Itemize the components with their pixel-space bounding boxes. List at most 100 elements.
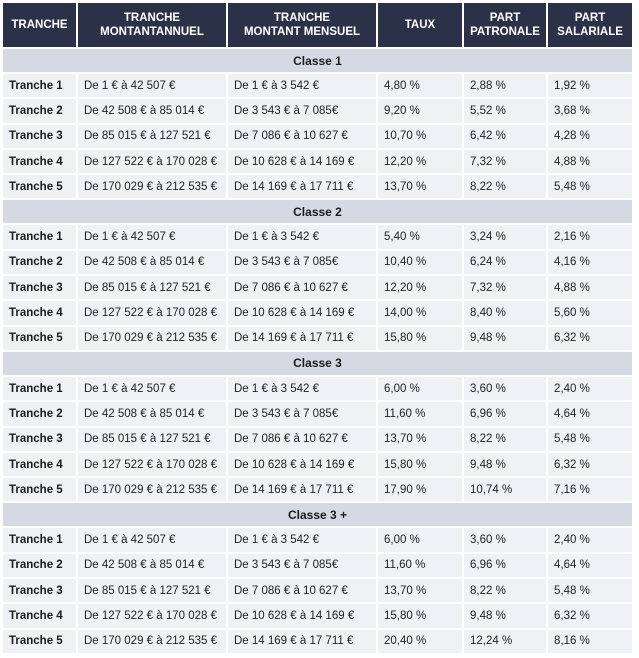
cell-taux: 12,20 % <box>378 149 462 174</box>
cell-taux: 10,40 % <box>378 250 462 275</box>
cell-montant-annuel: De 85 015 € à 127 521 € <box>78 124 226 148</box>
cell-montant-annuel: De 85 015 € à 127 521 € <box>78 579 226 603</box>
cell-taux: 10,70 % <box>378 124 462 148</box>
cell-part-patronale: 8,40 % <box>464 301 546 325</box>
cell-part-patronale: 3,24 % <box>464 225 546 249</box>
table-row: Tranche 3 De 85 015 € à 127 521 € De 7 086… <box>3 124 632 148</box>
table-row: Tranche 5 De 170 029 € à 212 535 € De 14 1… <box>3 478 632 502</box>
cell-taux: 13,70 % <box>378 175 462 199</box>
cell-part-salariale: 7,16 % <box>548 478 632 502</box>
cell-tranche: Tranche 4 <box>3 452 76 477</box>
header-part-patronale-line1: PART <box>489 12 521 24</box>
cell-part-patronale: 7,32 % <box>464 149 546 174</box>
cell-taux: 12,20 % <box>378 276 462 300</box>
header-part-salariale-line2: SALARIALE <box>557 26 623 38</box>
cell-part-patronale: 3,60 % <box>464 376 546 401</box>
cell-taux: 13,70 % <box>378 579 462 603</box>
cell-taux: 11,60 % <box>378 553 462 578</box>
cell-part-salariale: 5,60 % <box>548 301 632 325</box>
cell-montant-mensuel: De 1 € à 3 542 € <box>228 74 376 98</box>
cell-taux: 20,40 % <box>378 629 462 653</box>
cell-montant-mensuel: De 14 169 € à 17 711 € <box>228 478 376 502</box>
header-montant-mensuel-line2: MONTANT MENSUEL <box>243 26 361 38</box>
cell-part-salariale: 4,64 % <box>548 402 632 426</box>
header-montant-mensuel: TRANCHE MONTANT MENSUEL <box>228 3 376 47</box>
cell-part-salariale: 5,48 % <box>548 175 632 199</box>
header-montant-annuel-line2: MONTANTANNUEL <box>100 26 204 38</box>
cell-montant-annuel: De 42 508 € à 85 014 € <box>78 250 226 275</box>
cell-part-salariale: 4,28 % <box>548 124 632 148</box>
header-tranche-text: TRANCHE <box>11 19 68 31</box>
cell-tranche: Tranche 3 <box>3 579 76 603</box>
table-row: Tranche 1 De 1 € à 42 507 € De 1 € à 3 542… <box>3 376 632 401</box>
classe-header-row: Classe 3 + <box>3 503 632 527</box>
cell-taux: 11,60 % <box>378 402 462 426</box>
table-row: Tranche 1 De 1 € à 42 507 € De 1 € à 3 542… <box>3 74 632 98</box>
cell-part-patronale: 5,52 % <box>464 99 546 123</box>
cell-part-salariale: 3,68 % <box>548 99 632 123</box>
header-montant-annuel: TRANCHE MONTANTANNUEL <box>78 3 226 47</box>
classe-header-row: Classe 3 <box>3 351 632 375</box>
classe-header-row: Classe 2 <box>3 200 632 224</box>
cell-tranche: Tranche 3 <box>3 124 76 148</box>
cell-tranche: Tranche 4 <box>3 604 76 628</box>
cell-tranche: Tranche 1 <box>3 528 76 552</box>
table-row: Tranche 2 De 42 508 € à 85 014 € De 3 543 … <box>3 553 632 578</box>
cell-montant-annuel: De 170 029 € à 212 535 € <box>78 629 226 653</box>
cell-taux: 5,40 % <box>378 225 462 249</box>
cell-part-patronale: 8,22 % <box>464 427 546 451</box>
cell-taux: 15,80 % <box>378 452 462 477</box>
table-row: Tranche 5 De 170 029 € à 212 535 € De 14 1… <box>3 629 632 653</box>
cell-tranche: Tranche 2 <box>3 402 76 426</box>
cell-taux: 17,90 % <box>378 478 462 502</box>
table-row: Tranche 2 De 42 508 € à 85 014 € De 3 543 … <box>3 99 632 123</box>
table-body: Classe 1 Tranche 1 De 1 € à 42 507 € De 1 €… <box>3 49 632 653</box>
cell-tranche: Tranche 4 <box>3 301 76 325</box>
cell-montant-mensuel: De 3 543 € à 7 085€ <box>228 402 376 426</box>
table-row: Tranche 3 De 85 015 € à 127 521 € De 7 086… <box>3 276 632 300</box>
cell-montant-annuel: De 1 € à 42 507 € <box>78 74 226 98</box>
classe-title: Classe 2 <box>3 200 632 224</box>
cell-montant-mensuel: De 1 € à 3 542 € <box>228 225 376 249</box>
cell-part-patronale: 10,74 % <box>464 478 546 502</box>
cell-montant-mensuel: De 7 086 € à 10 627 € <box>228 276 376 300</box>
cell-montant-mensuel: De 1 € à 3 542 € <box>228 376 376 401</box>
cell-montant-annuel: De 1 € à 42 507 € <box>78 376 226 401</box>
cell-montant-mensuel: De 14 169 € à 17 711 € <box>228 175 376 199</box>
header-part-patronale-line2: PATRONALE <box>470 26 540 38</box>
cell-part-salariale: 2,40 % <box>548 528 632 552</box>
cell-part-salariale: 5,48 % <box>548 427 632 451</box>
cell-taux: 6,00 % <box>378 376 462 401</box>
table-row: Tranche 2 De 42 508 € à 85 014 € De 3 543 … <box>3 250 632 275</box>
table-row: Tranche 3 De 85 015 € à 127 521 € De 7 086… <box>3 579 632 603</box>
cell-taux: 4,80 % <box>378 74 462 98</box>
cell-tranche: Tranche 3 <box>3 276 76 300</box>
cell-tranche: Tranche 1 <box>3 376 76 401</box>
cell-part-salariale: 5,48 % <box>548 579 632 603</box>
table-row: Tranche 4 De 127 522 € à 170 028 € De 10 6… <box>3 149 632 174</box>
cell-part-salariale: 6,32 % <box>548 326 632 350</box>
cell-part-patronale: 6,96 % <box>464 402 546 426</box>
table-row: Tranche 3 De 85 015 € à 127 521 € De 7 086… <box>3 427 632 451</box>
header-taux-text: TAUX <box>404 19 436 31</box>
cell-part-salariale: 8,16 % <box>548 629 632 653</box>
cell-part-salariale: 2,16 % <box>548 225 632 249</box>
cell-tranche: Tranche 2 <box>3 99 76 123</box>
table-row: Tranche 4 De 127 522 € à 170 028 € De 10 6… <box>3 452 632 477</box>
cell-taux: 9,20 % <box>378 99 462 123</box>
cell-montant-annuel: De 42 508 € à 85 014 € <box>78 99 226 123</box>
classe-title: Classe 3 <box>3 351 632 375</box>
cell-montant-mensuel: De 7 086 € à 10 627 € <box>228 579 376 603</box>
cell-part-salariale: 4,64 % <box>548 553 632 578</box>
table-row: Tranche 5 De 170 029 € à 212 535 € De 14 1… <box>3 175 632 199</box>
table-row: Tranche 1 De 1 € à 42 507 € De 1 € à 3 542… <box>3 528 632 552</box>
cell-montant-mensuel: De 7 086 € à 10 627 € <box>228 427 376 451</box>
cell-montant-mensuel: De 1 € à 3 542 € <box>228 528 376 552</box>
cell-taux: 6,00 % <box>378 528 462 552</box>
cell-part-patronale: 9,48 % <box>464 326 546 350</box>
header-tranche: TRANCHE <box>3 3 76 47</box>
cell-tranche: Tranche 1 <box>3 74 76 98</box>
cell-part-salariale: 6,32 % <box>548 452 632 477</box>
header-part-salariale-line1: PART <box>574 12 606 24</box>
cell-montant-mensuel: De 14 169 € à 17 711 € <box>228 629 376 653</box>
